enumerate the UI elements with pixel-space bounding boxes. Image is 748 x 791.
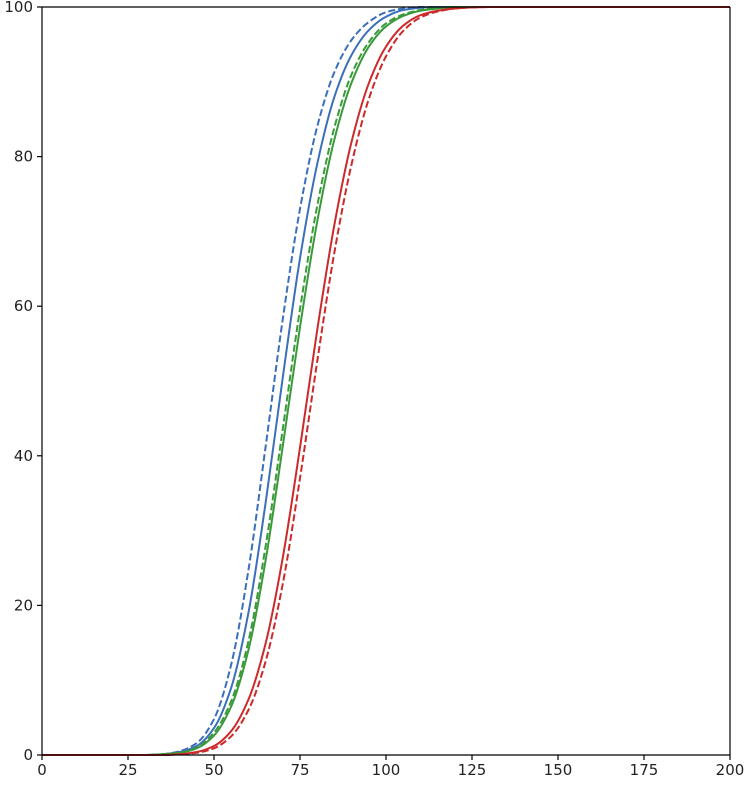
series-layer xyxy=(42,5,730,756)
y-tick-label: 60 xyxy=(14,297,33,315)
y-tick-label: 80 xyxy=(14,148,33,166)
x-tick-label: 175 xyxy=(630,761,659,779)
x-tick-label: 25 xyxy=(118,761,137,779)
axes-layer xyxy=(41,6,731,756)
series-line-1 xyxy=(42,5,730,756)
x-tick-label: 200 xyxy=(716,761,745,779)
series-line-4 xyxy=(42,5,730,756)
series-line-2 xyxy=(42,5,730,756)
x-tick-label: 125 xyxy=(458,761,487,779)
series-line-5 xyxy=(42,5,730,756)
x-tick-label: 50 xyxy=(204,761,223,779)
x-tick-label: 75 xyxy=(290,761,309,779)
y-tick-label: 20 xyxy=(14,596,33,614)
series-line-3 xyxy=(42,5,730,756)
series-line-6 xyxy=(42,5,730,756)
y-tick-label: 0 xyxy=(23,746,33,764)
x-tick-label: 0 xyxy=(37,761,47,779)
x-tick-label: 100 xyxy=(372,761,401,779)
y-tick-label: 100 xyxy=(4,0,33,16)
x-tick-label: 150 xyxy=(544,761,573,779)
tick-layer: 0 25 50 75 100 125 150 175 200 0 20 40 60 80 100 xyxy=(4,0,744,779)
y-tick-label: 40 xyxy=(14,447,33,465)
